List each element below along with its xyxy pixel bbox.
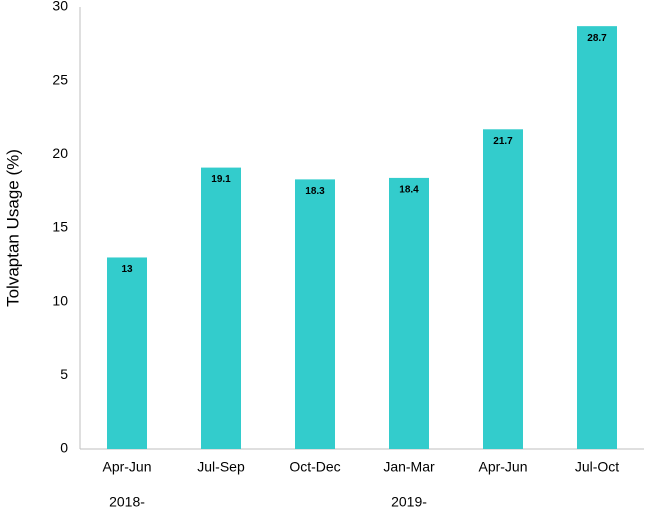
- bar: [577, 26, 617, 450]
- x-tick-label: Jul-Sep: [197, 459, 245, 475]
- group-label: 2018-: [109, 494, 145, 508]
- x-tick-label: Jul-Oct: [575, 459, 619, 475]
- group-label: 2019-: [391, 494, 427, 508]
- y-tick-label: 20: [52, 145, 68, 161]
- y-tick-label: 5: [60, 366, 68, 382]
- y-tick-label: 10: [52, 292, 68, 308]
- x-tick-label: Apr-Jun: [102, 459, 151, 475]
- y-tick-label: 15: [52, 219, 68, 235]
- value-label: 13: [121, 264, 133, 275]
- bar: [483, 129, 523, 449]
- value-label: 19.1: [211, 174, 231, 185]
- bar: [107, 257, 147, 449]
- y-axis-title: Tolvaptan Usage (%): [3, 149, 22, 307]
- y-tick-label: 0: [60, 440, 68, 456]
- value-label: 18.4: [399, 185, 419, 196]
- x-tick-label: Apr-Jun: [478, 459, 527, 475]
- y-tick-label: 25: [52, 71, 68, 87]
- y-tick-label: 30: [52, 0, 68, 14]
- bar: [295, 179, 335, 449]
- bar: [201, 167, 241, 450]
- x-tick-label: Jan-Mar: [383, 459, 435, 475]
- value-label: 28.7: [587, 33, 607, 44]
- value-label: 18.3: [305, 186, 325, 197]
- bar: [389, 177, 429, 449]
- value-label: 21.7: [493, 136, 513, 147]
- x-tick-label: Oct-Dec: [289, 459, 340, 475]
